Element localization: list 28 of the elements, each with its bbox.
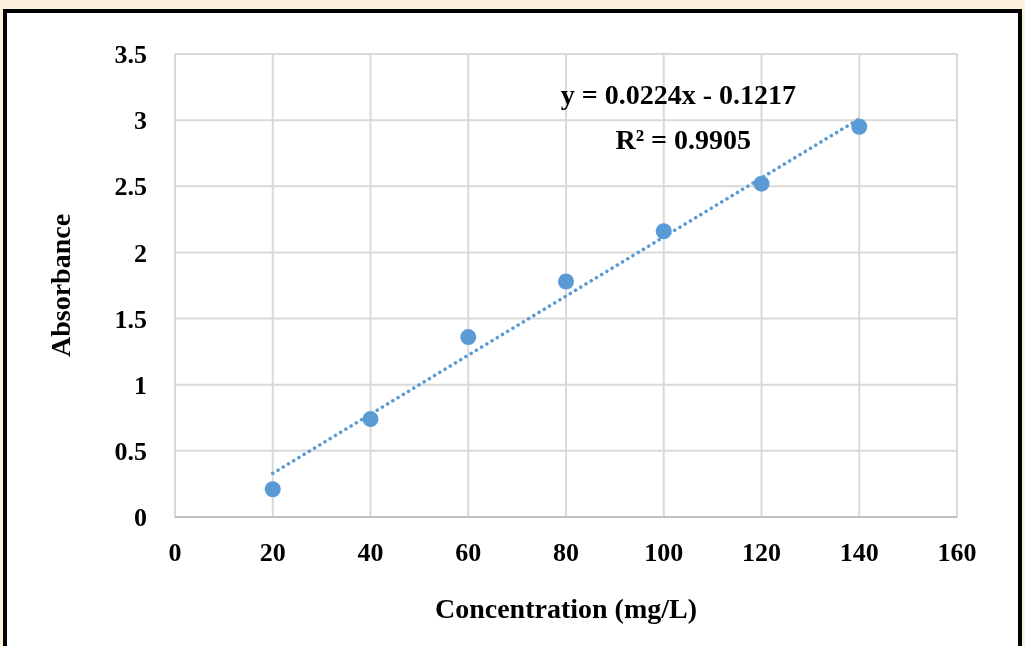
x-tick-label: 60 (455, 538, 482, 567)
y-tick-label: 1.5 (114, 304, 147, 334)
y-tick-label: 2.5 (114, 172, 147, 202)
x-tick-label: 140 (839, 538, 879, 567)
point (558, 273, 574, 290)
y-tick-label: 0.5 (114, 436, 147, 466)
x-tick-label: 20 (259, 538, 286, 567)
x-tick-label: 100 (644, 538, 684, 567)
y-axis-title: Absorbance (45, 213, 76, 358)
y-tick-label: 0 (134, 503, 147, 533)
point (753, 175, 770, 192)
x-tick-label: 120 (742, 538, 781, 567)
point (362, 411, 379, 428)
y-tick-label: 1 (134, 370, 147, 400)
y-tick-label: 3 (134, 106, 147, 136)
point (851, 118, 868, 135)
x-tick-label: 160 (937, 538, 977, 567)
y-tick-label: 2 (134, 238, 147, 268)
x-tick-label: 40 (357, 538, 384, 567)
y-tick-label: 3.5 (114, 40, 147, 70)
point (460, 329, 477, 346)
annotation: R² = 0.9905 (615, 124, 752, 156)
x-tick-label: 80 (553, 538, 579, 567)
x-tick-label: 0 (168, 538, 182, 567)
x-axis-title: Concentration (mg/L) (434, 593, 698, 624)
point (264, 481, 281, 498)
point (655, 223, 672, 240)
annotation: y = 0.0224x - 0.1217 (560, 79, 797, 111)
